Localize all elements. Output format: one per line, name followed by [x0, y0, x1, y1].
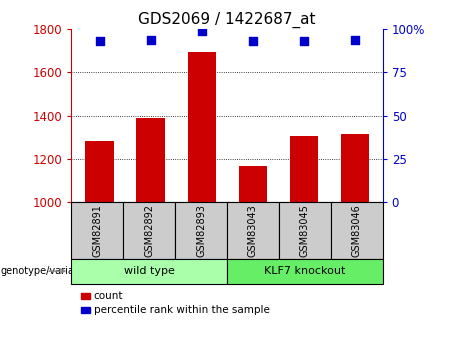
Point [96, 39, 103, 44]
Text: GSM82892: GSM82892 [144, 204, 154, 257]
Point [198, 28, 205, 34]
Text: GSM83043: GSM83043 [248, 204, 258, 257]
Title: GDS2069 / 1422687_at: GDS2069 / 1422687_at [138, 12, 316, 28]
Bar [85, 141, 113, 202]
Bar [290, 136, 318, 202]
Text: GSM83046: GSM83046 [352, 204, 362, 257]
Bar [341, 134, 369, 202]
Text: GSM83045: GSM83045 [300, 204, 310, 257]
Bar [238, 166, 266, 202]
Text: KLF7 knockout: KLF7 knockout [264, 266, 346, 276]
Text: count: count [94, 291, 123, 300]
Text: wild type: wild type [124, 266, 175, 276]
Point [249, 39, 256, 44]
Text: GSM82891: GSM82891 [92, 204, 102, 257]
Bar [188, 52, 216, 202]
Bar [136, 118, 165, 202]
Point [351, 37, 358, 42]
Text: GSM82893: GSM82893 [196, 204, 206, 257]
Text: percentile rank within the sample: percentile rank within the sample [94, 305, 270, 315]
Point [300, 39, 307, 44]
Point [147, 37, 154, 42]
Text: genotype/variation: genotype/variation [1, 266, 94, 276]
